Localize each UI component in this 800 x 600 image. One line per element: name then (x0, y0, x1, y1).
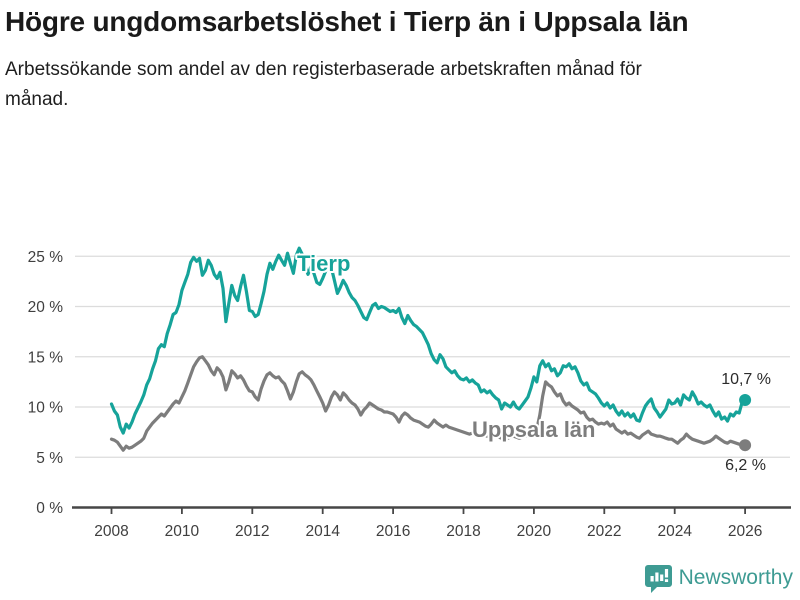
series-end-dot (739, 393, 752, 406)
y-tick-label: 20 % (28, 299, 64, 316)
series-line-tierp (109, 246, 747, 435)
y-tick-label: 5 % (36, 450, 63, 467)
x-tick-label: 2018 (446, 523, 480, 540)
y-tick-label: 15 % (28, 349, 64, 366)
chart-subtitle: Arbetssökande som andel av den registerb… (5, 58, 642, 110)
page-title: Högre ungdomsarbetslöshet i Tierp än i U… (5, 6, 689, 37)
x-tick-label: 2016 (376, 523, 410, 540)
end-value-label: 10,7 % (721, 371, 771, 388)
x-tick-label: 2014 (305, 523, 340, 540)
brand-name: Newsworthy (678, 566, 793, 589)
x-tick-label: 2026 (728, 523, 762, 540)
x-tick-label: 2022 (587, 523, 621, 540)
x-tick-label: 2020 (517, 523, 552, 540)
chart-header: Högre ungdomsarbetslöshet i Tierp än i U… (5, 4, 789, 115)
bar-chart-speech-bubble-icon (644, 565, 672, 593)
y-tick-label: 0 % (36, 500, 63, 517)
x-tick-label: 2010 (165, 523, 200, 540)
series-end-dot (739, 439, 752, 452)
series-label: Tierp (297, 251, 350, 276)
y-tick-label: 10 % (28, 400, 64, 417)
series-line-uppsala-lan (109, 355, 747, 452)
series-label: Uppsala län (472, 417, 595, 442)
x-tick-label: 2008 (94, 523, 128, 540)
x-tick-label: 2024 (657, 523, 692, 540)
newsworthy-brand: Newsworthy (644, 563, 793, 593)
x-tick-label: 2012 (235, 523, 269, 540)
end-value-label: 6,2 % (725, 457, 766, 474)
y-tick-label: 25 % (28, 249, 64, 266)
